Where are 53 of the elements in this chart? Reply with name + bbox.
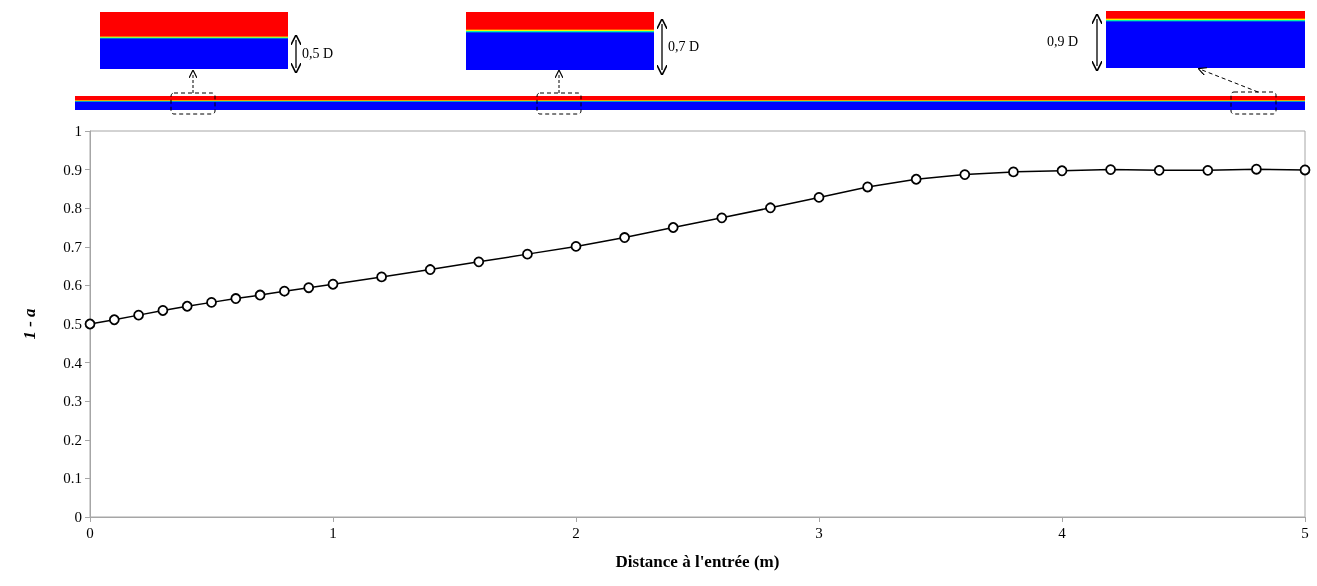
y-tick-label: 0.3 <box>63 393 82 410</box>
y-tick-label: 0 <box>74 509 82 525</box>
point <box>910 173 922 185</box>
point <box>181 300 193 312</box>
x-tick-label: 0 <box>86 524 94 541</box>
point <box>813 191 825 203</box>
y-tick-label: 1 <box>74 123 82 139</box>
point <box>473 256 485 268</box>
x-tick-label: 1 <box>329 524 337 541</box>
y-tick-label: 0.5 <box>63 316 82 332</box>
point <box>765 202 776 214</box>
y-tick-label: 0.1 <box>63 470 82 487</box>
y-tick-label: 0.8 <box>63 200 82 217</box>
point <box>570 241 582 252</box>
point <box>1008 166 1019 178</box>
point <box>230 293 242 304</box>
point <box>1105 164 1116 175</box>
point <box>959 169 971 181</box>
point <box>667 222 679 233</box>
x-tick-label: 2 <box>572 524 580 541</box>
y-tick-label: 0.6 <box>63 277 83 294</box>
y-tick-label: 0.9 <box>63 161 82 178</box>
point <box>206 296 217 308</box>
point <box>424 264 436 275</box>
x-tick-label: 3 <box>815 524 823 541</box>
point <box>254 289 266 301</box>
y-tick-label: 0.4 <box>63 354 83 371</box>
point <box>1251 163 1262 175</box>
x-tick-label: 5 <box>1301 524 1309 541</box>
point <box>619 232 630 243</box>
y-tick-label: 0.2 <box>63 431 82 448</box>
y-axis-title: 1 - a <box>20 307 39 340</box>
point <box>303 282 315 294</box>
point <box>279 285 290 297</box>
point <box>522 248 533 260</box>
point <box>327 278 339 290</box>
y-tick-label: 0.7 <box>63 238 83 255</box>
text: 0,9 D <box>1047 34 1079 50</box>
point <box>157 305 169 316</box>
text: 0,7 D <box>668 39 700 55</box>
point <box>376 271 387 283</box>
point <box>133 309 144 321</box>
point <box>1299 164 1311 176</box>
point <box>716 212 728 224</box>
point <box>1153 164 1165 176</box>
x-axis-title: Distance à l'entrée (m) <box>615 552 780 571</box>
point <box>108 314 120 326</box>
point <box>862 181 873 193</box>
point <box>1056 165 1068 177</box>
point <box>1202 164 1214 176</box>
point <box>84 318 96 330</box>
x-tick-label: 4 <box>1058 524 1067 541</box>
text: 0,5 D <box>302 46 334 62</box>
